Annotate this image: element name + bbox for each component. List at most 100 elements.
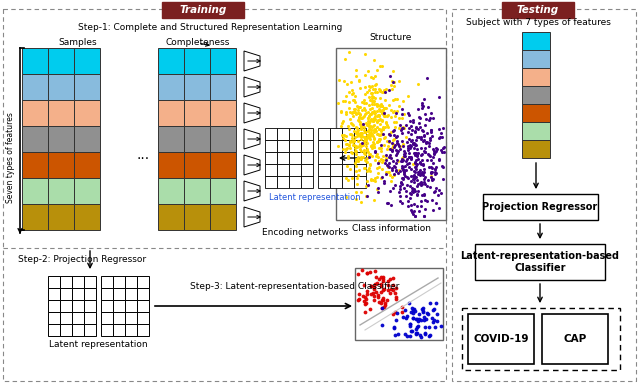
- Bar: [48, 288, 60, 300]
- Point: [400, 173, 410, 179]
- Bar: [137, 324, 149, 336]
- Point: [374, 113, 384, 119]
- Point: [374, 132, 384, 138]
- Bar: [22, 126, 48, 152]
- Point: [381, 86, 391, 92]
- Point: [380, 97, 390, 103]
- Point: [371, 268, 381, 274]
- Point: [355, 141, 365, 147]
- Point: [340, 149, 350, 155]
- Point: [378, 112, 388, 118]
- Point: [374, 138, 384, 144]
- Bar: [289, 140, 301, 152]
- Point: [355, 111, 365, 118]
- Point: [400, 152, 410, 159]
- Point: [364, 131, 374, 137]
- Bar: [289, 152, 301, 164]
- Point: [345, 116, 355, 122]
- Point: [362, 155, 372, 161]
- Point: [436, 323, 446, 329]
- Point: [419, 170, 429, 176]
- Point: [378, 124, 388, 130]
- Point: [367, 152, 377, 159]
- Bar: [342, 128, 354, 140]
- Point: [392, 133, 402, 139]
- Point: [428, 146, 438, 152]
- Point: [425, 115, 435, 121]
- Point: [431, 145, 441, 151]
- Point: [380, 105, 390, 111]
- Point: [408, 186, 419, 192]
- Point: [353, 110, 363, 116]
- Text: Class information: Class information: [351, 224, 431, 233]
- Point: [353, 103, 364, 110]
- Point: [418, 309, 428, 315]
- Point: [438, 144, 449, 151]
- Bar: [72, 288, 84, 300]
- Point: [367, 94, 378, 100]
- Point: [383, 282, 394, 288]
- Point: [412, 146, 422, 152]
- Point: [388, 97, 399, 103]
- Point: [417, 100, 427, 106]
- Point: [397, 180, 407, 187]
- Bar: [265, 140, 277, 152]
- Point: [351, 175, 362, 182]
- Point: [355, 143, 365, 149]
- Point: [348, 90, 358, 96]
- Point: [357, 99, 367, 105]
- Point: [353, 115, 364, 121]
- Point: [365, 306, 375, 312]
- Point: [361, 100, 371, 106]
- Point: [374, 117, 384, 123]
- Point: [360, 84, 370, 91]
- Point: [355, 85, 365, 91]
- Point: [368, 75, 378, 81]
- Bar: [48, 100, 74, 126]
- Point: [356, 123, 367, 130]
- Bar: [72, 276, 84, 288]
- Point: [373, 185, 383, 192]
- Point: [373, 112, 383, 118]
- Point: [432, 146, 442, 152]
- Bar: [542, 314, 608, 364]
- Point: [415, 151, 426, 158]
- Point: [395, 183, 405, 189]
- Bar: [522, 122, 550, 140]
- Point: [406, 191, 417, 197]
- Point: [410, 129, 420, 135]
- Point: [363, 182, 373, 188]
- Point: [383, 288, 393, 294]
- Bar: [210, 204, 236, 230]
- Point: [344, 166, 355, 172]
- Bar: [74, 126, 100, 152]
- Bar: [74, 48, 100, 74]
- Point: [376, 144, 387, 151]
- Point: [346, 79, 356, 86]
- Point: [338, 98, 348, 104]
- Point: [354, 79, 364, 85]
- Point: [407, 127, 417, 133]
- Point: [389, 135, 399, 142]
- Point: [398, 143, 408, 149]
- Bar: [330, 176, 342, 188]
- Point: [426, 110, 436, 116]
- Point: [376, 283, 386, 289]
- Point: [387, 145, 397, 151]
- Point: [344, 105, 354, 111]
- Bar: [60, 276, 72, 288]
- Point: [397, 200, 407, 207]
- Point: [408, 141, 418, 147]
- Point: [359, 165, 369, 171]
- Point: [369, 123, 379, 129]
- Point: [381, 119, 391, 125]
- Point: [369, 293, 380, 299]
- Bar: [210, 152, 236, 178]
- Point: [417, 103, 428, 109]
- Bar: [522, 50, 550, 68]
- Point: [390, 309, 400, 315]
- Point: [377, 305, 387, 312]
- Point: [371, 81, 381, 87]
- Point: [369, 127, 380, 134]
- Point: [412, 316, 422, 322]
